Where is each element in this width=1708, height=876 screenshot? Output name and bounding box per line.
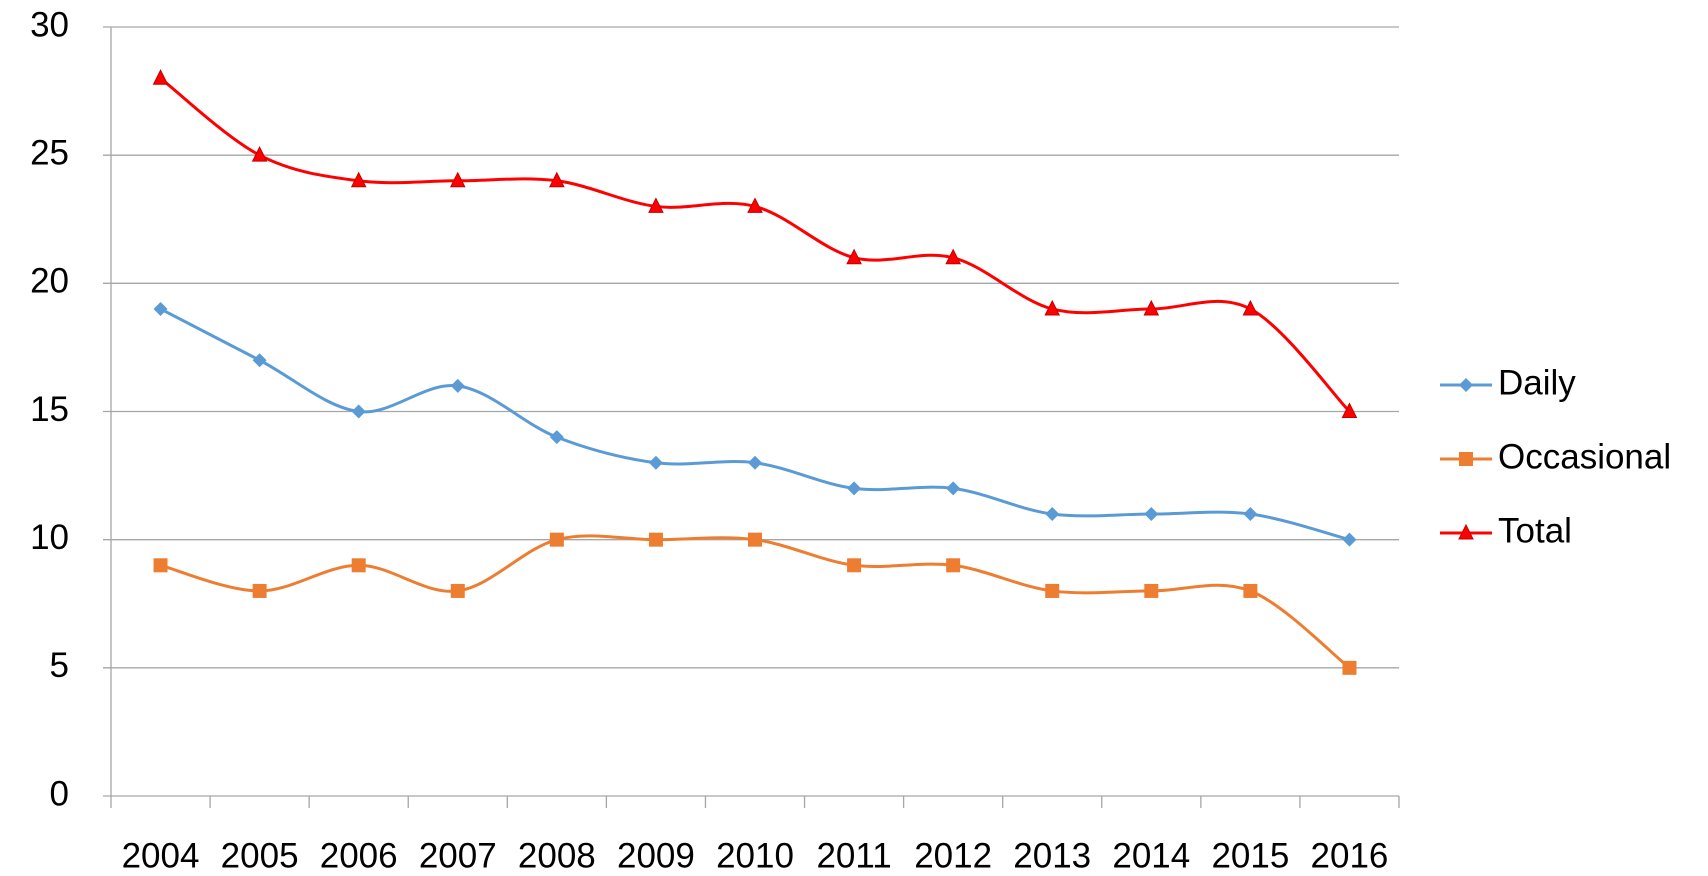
x-tick-label: 2008 [518,836,596,875]
data-point [153,301,168,316]
data-point [351,558,366,573]
data-point [450,378,465,393]
data-point [648,532,663,547]
x-tick-label: 2011 [816,836,891,875]
data-point [946,558,961,573]
x-tick-label: 2004 [122,836,200,875]
y-tick-label: 30 [30,5,69,44]
x-tick-label: 2009 [617,836,695,875]
data-point [847,481,862,496]
legend-label: Daily [1498,363,1576,402]
series-line [160,534,1351,670]
x-tick-label: 2016 [1311,836,1389,875]
data-point [648,455,663,470]
series-line [159,307,1350,542]
data-point [450,583,465,598]
data-point [1243,507,1258,522]
legend-marker [1459,378,1473,392]
data-point [549,430,564,445]
data-point [549,532,564,547]
data-point [748,455,762,470]
data-point [152,69,169,85]
data-point [1045,583,1060,598]
data-point [846,248,862,265]
x-tick-label: 2010 [716,836,794,875]
data-point [549,171,565,188]
data-point [1341,402,1358,418]
data-point [648,197,664,213]
data-point [747,197,763,213]
data-point [1242,299,1259,316]
data-point [1243,583,1258,598]
y-tick-label: 20 [30,262,69,301]
legend-marker [1459,452,1473,466]
data-point [153,558,168,573]
x-tick-label: 2015 [1211,836,1289,875]
x-tick-label: 2013 [1013,836,1091,875]
data-point [945,248,961,265]
legend-marker [1458,523,1474,540]
data-point [252,583,267,598]
data-point [351,404,366,419]
y-tick-label: 5 [50,646,69,685]
y-tick-label: 25 [30,133,69,172]
data-point [350,171,367,188]
data-point [946,481,961,496]
data-point [1044,299,1061,316]
data-point [449,171,466,188]
y-tick-label: 10 [30,518,69,557]
data-point [748,532,762,547]
y-tick-label: 15 [30,390,69,429]
x-tick-label: 2006 [320,836,398,875]
x-tick-label: 2005 [221,836,299,875]
data-point [1342,660,1357,675]
data-point [1144,583,1159,598]
x-tick-label: 2012 [914,836,992,875]
data-point [847,558,862,573]
data-point [1342,532,1357,547]
data-point [1045,507,1060,522]
data-point [252,353,267,368]
x-tick-label: 2014 [1112,836,1190,875]
data-point [1143,299,1160,316]
data-point [1144,507,1159,522]
y-tick-label: 0 [50,774,69,813]
x-tick-label: 2007 [419,836,497,875]
data-point [251,146,268,162]
legend-label: Total [1498,511,1572,550]
legend-label: Occasional [1498,437,1671,476]
series-line [159,77,1351,413]
